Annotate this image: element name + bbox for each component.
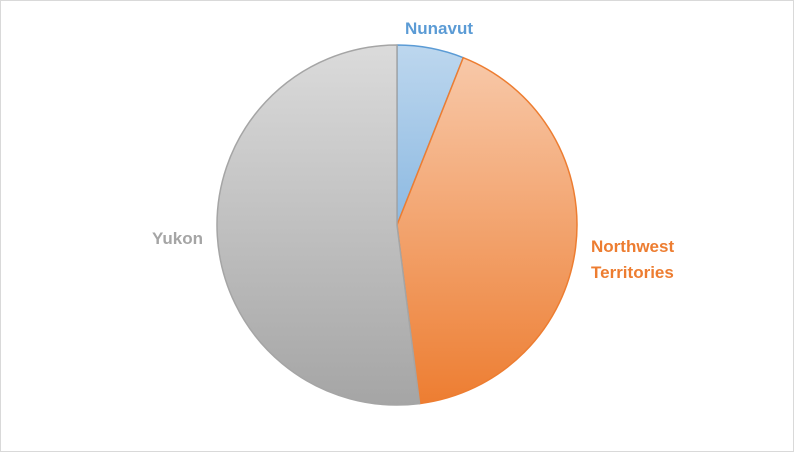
slice-label-northwest-territories: Northwest Territories — [591, 237, 674, 282]
pie-slice-northwest-territories — [396, 56, 578, 405]
slice-label-line: Territories — [591, 263, 674, 282]
slice-label-nunavut: Nunavut — [405, 19, 473, 38]
slice-label-line: Nunavut — [405, 19, 473, 38]
slice-label-line: Yukon — [152, 229, 203, 248]
pie-slice-yukon — [216, 44, 421, 406]
slice-labels: Nunavut Northwest Territories Yukon — [152, 19, 674, 282]
slice-label-yukon: Yukon — [152, 229, 203, 248]
slice-label-line: Northwest — [591, 237, 674, 256]
slices — [216, 44, 578, 406]
